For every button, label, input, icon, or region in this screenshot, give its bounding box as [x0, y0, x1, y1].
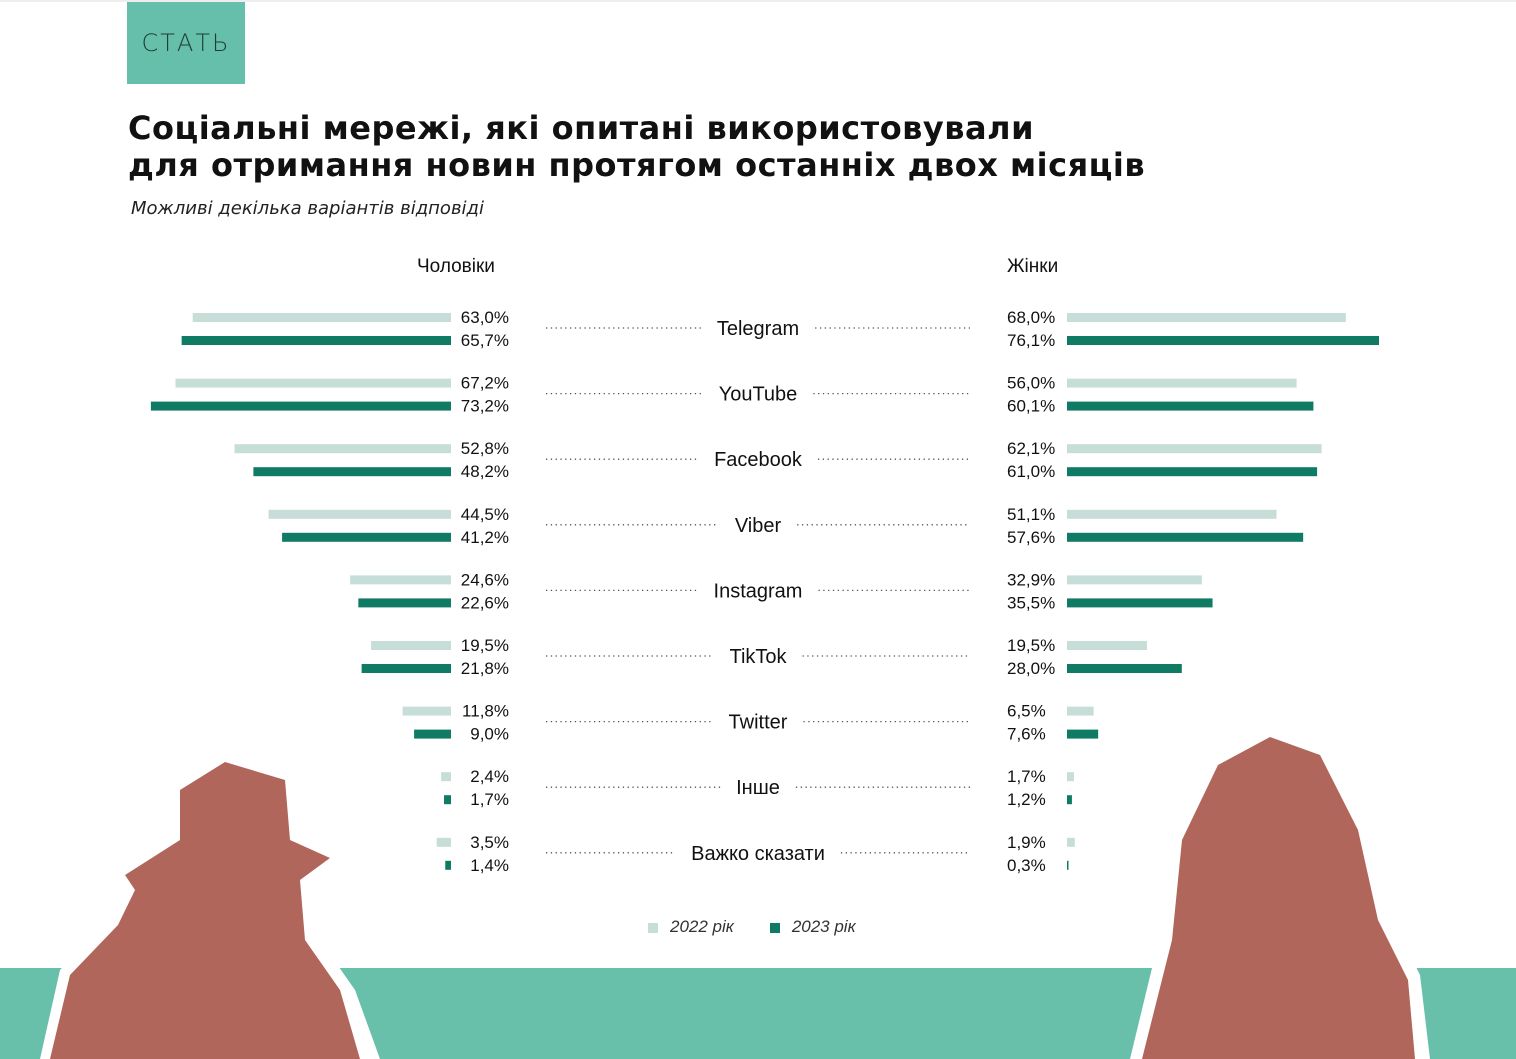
category-label: Viber	[735, 515, 782, 537]
bar-women-y2022	[1067, 313, 1346, 322]
bar-women-y2022	[1067, 641, 1147, 650]
category-label: Важко сказати	[691, 843, 825, 865]
bar-women-y2022	[1067, 509, 1277, 519]
bar-women-y2023	[1067, 598, 1213, 608]
value-label-women-y2022: 51,1%	[1007, 505, 1055, 524]
value-label-women-y2022: 6,5%	[1007, 702, 1046, 721]
value-label-women-y2023: 0,3%	[1007, 856, 1046, 875]
section-tag: СТАТЬ	[127, 2, 245, 84]
value-label-women-y2022: 56,0%	[1007, 374, 1055, 393]
value-label-women-y2022: 32,9%	[1007, 570, 1055, 589]
value-label-men-y2023: 65,7%	[461, 331, 509, 350]
value-label-men-y2022: 3,5%	[470, 833, 509, 852]
legend-swatch-2022	[648, 922, 658, 933]
bar-men-y2022	[436, 837, 451, 847]
value-label-men-y2022: 11,8%	[462, 702, 509, 721]
bar-men-y2023	[282, 532, 451, 542]
woman-silhouette-illustration	[1130, 725, 1430, 1059]
legend: 2022 рік 2023 рік	[648, 917, 856, 937]
value-label-men-y2023: 48,2%	[461, 462, 509, 481]
group-label-men: Чоловіки	[417, 256, 495, 277]
bar-women-y2023	[1067, 729, 1099, 739]
bar-men-y2022	[268, 509, 451, 519]
value-label-women-y2023: 60,1%	[1007, 397, 1055, 416]
bar-men-y2023	[414, 729, 451, 739]
bar-women-y2023	[1067, 664, 1182, 673]
bar-women-y2022	[1067, 772, 1074, 782]
bar-men-y2023	[150, 401, 451, 411]
bar-women-y2023	[1067, 860, 1069, 870]
bar-men-y2022	[234, 444, 451, 454]
bar-men-y2023	[358, 598, 451, 608]
value-label-women-y2022: 68,0%	[1007, 308, 1055, 327]
value-label-women-y2023: 76,1%	[1007, 331, 1055, 350]
bar-men-y2022	[371, 641, 451, 650]
bar-men-y2022	[350, 575, 451, 585]
bar-men-y2023	[361, 664, 451, 673]
value-label-women-y2023: 1,2%	[1007, 790, 1046, 809]
value-label-women-y2022: 1,9%	[1007, 833, 1046, 852]
category-label: TikTok	[729, 646, 787, 668]
value-label-men-y2023: 9,0%	[470, 725, 509, 744]
value-label-men-y2023: 1,7%	[470, 790, 509, 809]
chart-title: Соціальні мережі, які опитані використов…	[128, 110, 1145, 184]
value-label-women-y2023: 57,6%	[1007, 528, 1055, 547]
bar-men-y2023	[253, 467, 451, 477]
legend-item-2022: 2022 рік	[648, 917, 734, 937]
bar-women-y2022	[1067, 444, 1322, 454]
value-label-men-y2022: 44,5%	[461, 505, 509, 524]
value-label-men-y2023: 1,4%	[470, 856, 509, 875]
value-label-men-y2022: 52,8%	[461, 439, 509, 458]
category-label: Twitter	[729, 712, 788, 734]
bar-men-y2023	[181, 336, 451, 345]
title-line-2: для отримання новин протягом останніх дв…	[128, 146, 1146, 184]
value-label-men-y2023: 22,6%	[461, 593, 509, 612]
value-label-men-y2023: 41,2%	[461, 528, 509, 547]
bar-men-y2022	[441, 772, 451, 782]
category-label: Інше	[736, 777, 780, 799]
value-label-men-y2022: 24,6%	[461, 570, 509, 589]
category-label: YouTube	[719, 384, 798, 406]
chart-subtitle: Можливі декілька варіантів відповіді	[131, 198, 484, 219]
value-label-women-y2023: 35,5%	[1007, 593, 1055, 612]
value-label-men-y2022: 67,2%	[461, 374, 509, 393]
value-label-women-y2022: 19,5%	[1007, 636, 1055, 655]
value-label-women-y2023: 7,6%	[1007, 725, 1046, 744]
bar-women-y2023	[1067, 532, 1304, 542]
category-label: Telegram	[717, 318, 799, 340]
category-label: Instagram	[714, 580, 803, 602]
value-label-men-y2022: 19,5%	[461, 636, 509, 655]
value-label-men-y2022: 2,4%	[470, 767, 509, 786]
bar-women-y2023	[1067, 336, 1380, 345]
title-line-1: Соціальні мережі, які опитані використов…	[128, 109, 1034, 147]
legend-label-2023: 2023 рік	[791, 917, 856, 936]
value-label-women-y2022: 1,7%	[1007, 767, 1046, 786]
value-label-men-y2023: 73,2%	[461, 397, 509, 416]
bar-women-y2022	[1067, 706, 1094, 716]
bar-women-y2022	[1067, 837, 1075, 847]
bar-men-y2022	[192, 313, 451, 322]
bar-men-y2022	[175, 378, 452, 388]
legend-item-2023: 2023 рік	[769, 917, 856, 937]
value-label-men-y2023: 21,8%	[461, 659, 509, 678]
bar-women-y2023	[1067, 467, 1318, 477]
bar-men-y2023	[445, 860, 451, 870]
category-label: Facebook	[714, 449, 803, 471]
man-silhouette-illustration	[40, 750, 380, 1059]
value-label-women-y2023: 61,0%	[1007, 462, 1055, 481]
bar-men-y2022	[402, 706, 451, 716]
value-label-women-y2023: 28,0%	[1007, 659, 1055, 678]
group-label-women: Жінки	[1007, 256, 1059, 277]
bar-men-y2023	[444, 795, 451, 805]
value-label-men-y2022: 63,0%	[461, 308, 509, 327]
bar-women-y2022	[1067, 575, 1202, 585]
legend-label-2022: 2022 рік	[670, 917, 734, 936]
bar-women-y2023	[1067, 401, 1314, 411]
bar-women-y2022	[1067, 378, 1297, 388]
top-divider	[0, 0, 1516, 2]
value-label-women-y2022: 62,1%	[1007, 439, 1055, 458]
legend-swatch-2023	[769, 922, 780, 933]
bar-women-y2023	[1067, 795, 1072, 805]
